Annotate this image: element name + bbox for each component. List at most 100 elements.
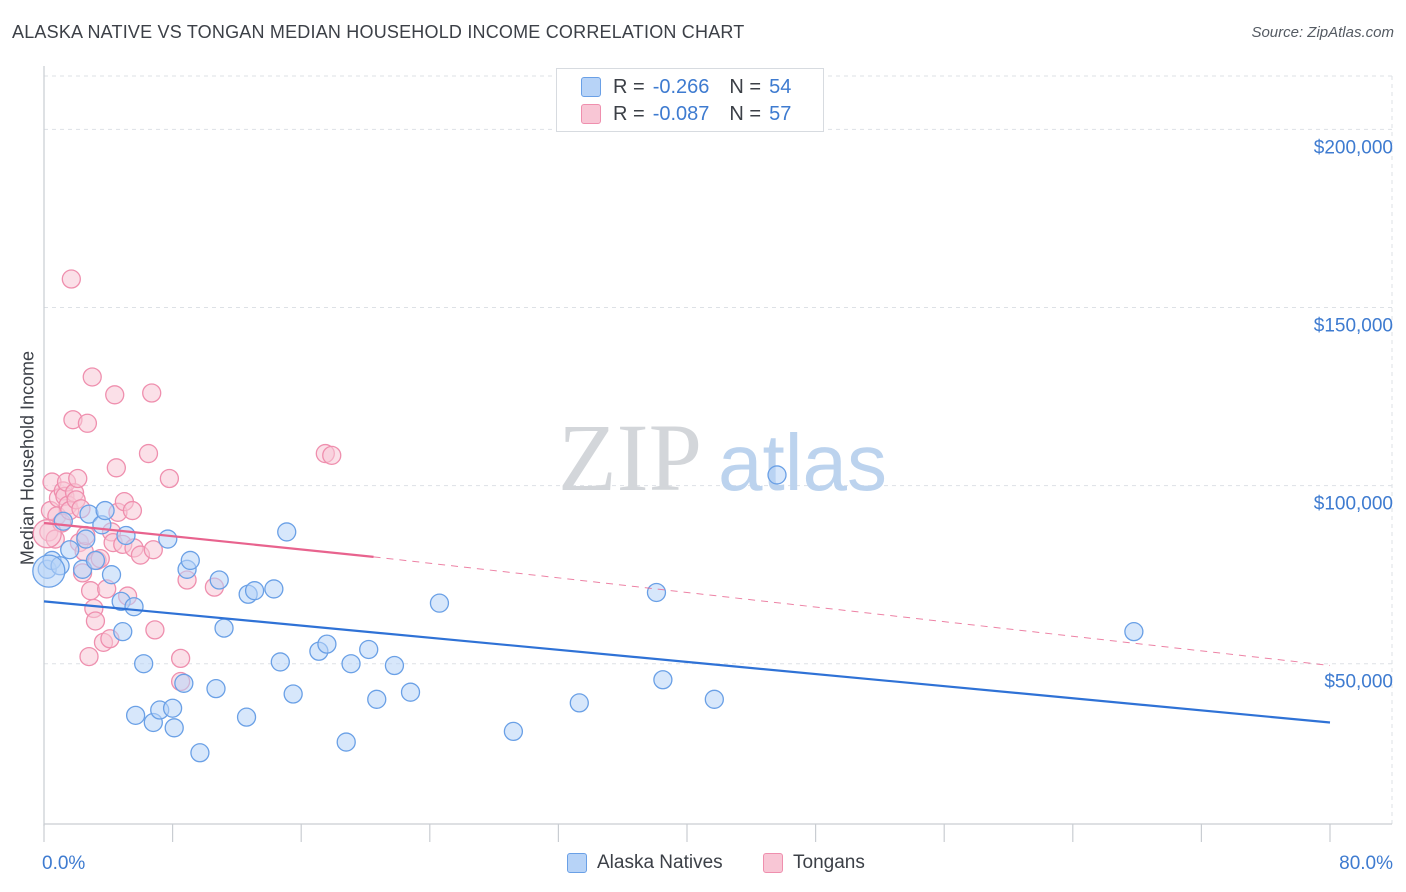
- alaska-natives-point: [646, 582, 667, 603]
- alaska-natives-point: [125, 705, 146, 726]
- alaska-natives-point: [113, 622, 133, 642]
- y-tick-label: $50,000: [1324, 672, 1393, 693]
- alaska-natives-point: [158, 529, 178, 549]
- alaska-natives-trend-line: [43, 600, 1331, 724]
- alaska-natives-point: [367, 689, 387, 709]
- trend-lines: [43, 521, 1331, 724]
- n-label: N =: [729, 75, 762, 98]
- alaska-natives-point: [134, 654, 154, 674]
- alaska-natives-point: [767, 465, 787, 485]
- alaska-natives-point: [101, 565, 122, 585]
- alaska-natives-point: [214, 618, 234, 638]
- tongans-point: [79, 646, 99, 667]
- alaska-natives-point: [116, 525, 136, 546]
- tongans-points: [32, 269, 342, 692]
- series-legend: Alaska Natives Tongans: [0, 852, 1406, 878]
- alaska-natives-point: [124, 597, 144, 617]
- alaska-natives-point: [341, 654, 361, 674]
- tongans-trend-line-dashed: [373, 556, 1331, 666]
- tongans-point: [143, 540, 163, 560]
- alaska-natives-point: [704, 689, 724, 709]
- watermark: ZIP atlas: [558, 404, 887, 511]
- tongans-point: [142, 383, 162, 403]
- watermark-zip: ZIP: [558, 404, 702, 511]
- n-value-tongans: 57: [769, 102, 792, 125]
- alaska-natives-legend-swatch: [567, 853, 587, 873]
- alaska-natives-point: [76, 529, 96, 549]
- tongans-point: [138, 443, 159, 464]
- r-value-tongans: -0.087: [652, 102, 710, 125]
- r-value-alaska-natives: -0.266: [652, 75, 710, 98]
- alaska-natives-point: [244, 581, 265, 601]
- alaska-natives-points: [32, 465, 1144, 763]
- alaska-natives-point: [190, 743, 210, 763]
- tongans-point: [145, 620, 165, 640]
- alaska-natives-point: [60, 540, 80, 560]
- alaska-natives-point: [317, 634, 337, 654]
- tongans-point: [105, 385, 125, 405]
- y-tick-label: $150,000: [1314, 316, 1393, 337]
- alaska-natives-point: [277, 522, 297, 542]
- y-tick-label: $200,000: [1314, 137, 1393, 158]
- alaska-natives-legend-label: Alaska Natives: [597, 852, 723, 873]
- r-label: R =: [613, 75, 645, 98]
- tongans-point: [106, 458, 126, 478]
- alaska-natives-point: [53, 511, 73, 531]
- chart-title: ALASKA NATIVE VS TONGAN MEDIAN HOUSEHOLD…: [12, 22, 745, 42]
- tongans-point: [170, 648, 191, 669]
- alaska-natives-point: [283, 684, 303, 704]
- tongans-point: [77, 413, 98, 433]
- alaska-natives-point: [264, 579, 284, 599]
- legend-item-tongans[interactable]: Tongans: [763, 852, 865, 874]
- legend-row-alaska-natives: R = -0.266 N = 54: [581, 74, 811, 100]
- alaska-natives-point: [429, 593, 450, 613]
- tongans-point-large: [32, 519, 62, 549]
- tongans-point: [322, 445, 342, 465]
- alaska-natives-point: [209, 570, 229, 590]
- axes: [43, 66, 1392, 842]
- tongans-point: [85, 611, 106, 631]
- y-tick-label: $100,000: [1314, 494, 1393, 515]
- tongans-trend-line: [43, 521, 374, 558]
- legend-item-alaska-natives[interactable]: Alaska Natives: [567, 852, 723, 874]
- watermark-atlas: atlas: [718, 418, 887, 507]
- alaska-natives-point: [400, 682, 421, 702]
- tongans-legend-label: Tongans: [793, 852, 865, 873]
- legend-row-tongans: R = -0.087 N = 57: [581, 101, 811, 127]
- alaska-natives-point: [569, 693, 589, 713]
- tongans-point: [80, 581, 101, 601]
- alaska-natives-point: [270, 652, 290, 672]
- alaska-natives-point: [206, 678, 226, 699]
- alaska-natives-point: [95, 500, 115, 521]
- tongans-point: [159, 468, 180, 489]
- alaska-natives-point: [162, 698, 183, 718]
- alaska-natives-swatch: [581, 77, 601, 97]
- correlation-legend: R = -0.266 N = 54 R = -0.087 N = 57: [556, 68, 824, 132]
- tongans-legend-swatch: [763, 853, 783, 873]
- alaska-natives-point: [653, 670, 673, 690]
- tongans-point: [68, 468, 88, 489]
- tick-labels: $50,000 $100,000 $150,000 $200,000 0.0% 80.0%: [42, 137, 1393, 874]
- alaska-natives-point: [503, 721, 524, 742]
- tongans-point: [122, 500, 143, 521]
- tongans-point: [82, 367, 102, 387]
- r-label: R =: [613, 102, 645, 125]
- tongans-swatch: [581, 104, 601, 124]
- tongans-point: [61, 269, 81, 289]
- alaska-natives-point: [359, 639, 379, 660]
- x-tick-label-min: 0.0%: [42, 853, 85, 874]
- alaska-natives-point: [1124, 622, 1144, 642]
- n-label: N =: [729, 102, 762, 125]
- alaska-natives-point: [174, 673, 194, 693]
- n-value-alaska-natives: 54: [769, 75, 792, 98]
- source-label: Source: ZipAtlas.com: [1251, 24, 1394, 41]
- alaska-natives-point: [164, 718, 184, 738]
- alaska-natives-point: [236, 707, 257, 727]
- alaska-natives-point: [384, 655, 405, 676]
- alaska-natives-point: [85, 550, 106, 571]
- x-tick-label-max: 80.0%: [1339, 853, 1393, 874]
- alaska-natives-point-large: [32, 554, 66, 588]
- alaska-natives-point: [180, 550, 200, 571]
- alaska-natives-point: [336, 732, 356, 752]
